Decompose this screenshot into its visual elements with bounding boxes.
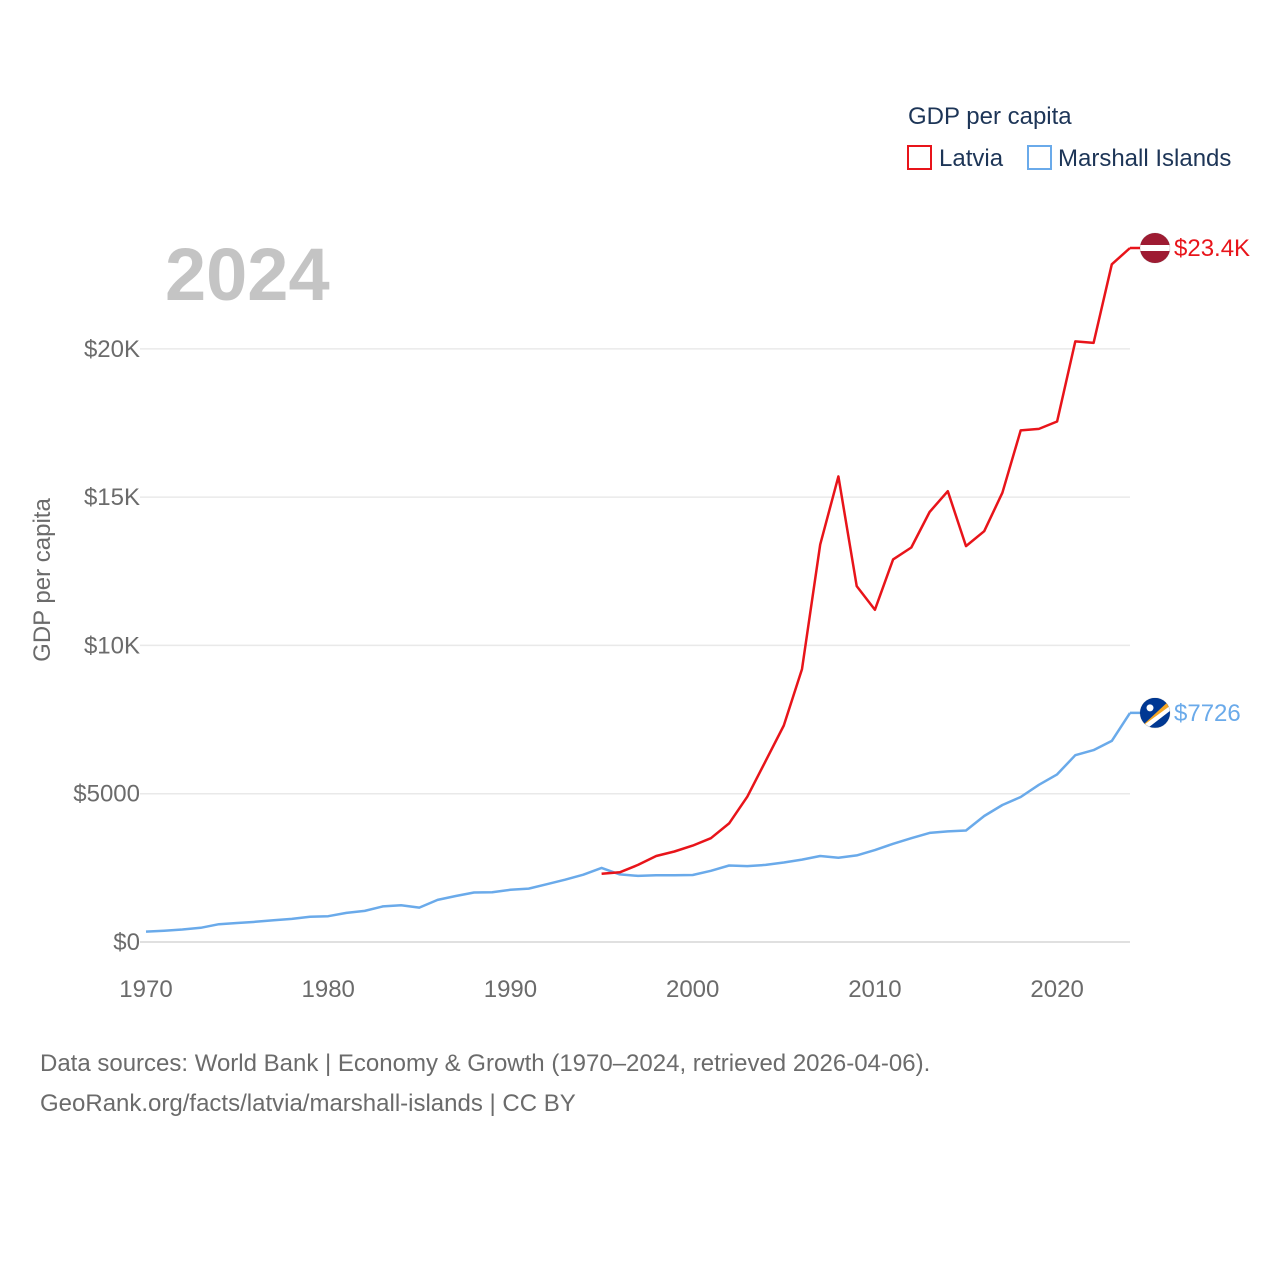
footer: Data sources: World Bank | Economy & Gro… xyxy=(40,1044,930,1124)
legend-item-latvia[interactable]: Latvia xyxy=(907,145,1004,172)
series-line-latvia xyxy=(601,247,1131,876)
y-tick-label: $15K xyxy=(84,484,140,511)
x-tick-label: 1980 xyxy=(302,976,355,1003)
x-tick-label: 2020 xyxy=(1030,976,1083,1003)
data-sources-text: Data sources: World Bank | Economy & Gro… xyxy=(40,1050,931,1077)
legend: GDP per capita Latvia Marshall Islands xyxy=(907,103,1231,172)
legend-item-marshall-islands[interactable]: Marshall Islands xyxy=(1027,145,1231,172)
gdp-line-chart: GDP per capita Latvia Marshall Islands 2… xyxy=(29,103,1250,1003)
y-tick-label: $5000 xyxy=(73,781,140,808)
x-axis-ticks: 1970 1980 1990 2000 2010 2020 xyxy=(119,976,1084,1003)
y-axis-title: GDP per capita xyxy=(29,498,56,662)
y-tick-label: $10K xyxy=(84,632,140,659)
y-tick-label: $20K xyxy=(84,336,140,363)
year-label: 2024 xyxy=(165,233,330,316)
marshall-islands-flag-icon xyxy=(1139,697,1171,729)
x-tick-label: 1970 xyxy=(119,976,172,1003)
legend-label-marshall-islands: Marshall Islands xyxy=(1058,145,1231,172)
legend-swatch-latvia xyxy=(907,145,932,170)
series-end-markers: $7726 $23.4K xyxy=(1130,232,1250,729)
legend-swatch-marshall-islands xyxy=(1027,145,1052,170)
legend-label-latvia: Latvia xyxy=(939,145,1004,172)
x-tick-label: 2010 xyxy=(848,976,901,1003)
series-lines xyxy=(145,247,1132,933)
end-value-label-marshall-islands: $7726 xyxy=(1174,700,1241,727)
y-tick-label: $0 xyxy=(113,929,140,956)
source-link[interactable]: GeoRank.org/facts/latvia/marshall-island… xyxy=(40,1090,576,1117)
gridlines xyxy=(140,348,1130,943)
latvia-flag-icon xyxy=(1139,232,1171,264)
legend-title: GDP per capita xyxy=(908,103,1072,130)
x-tick-label: 2000 xyxy=(666,976,719,1003)
x-tick-label: 1990 xyxy=(484,976,537,1003)
end-value-label-latvia: $23.4K xyxy=(1174,235,1250,262)
series-line-marshall-islands xyxy=(145,712,1132,933)
y-axis-ticks: $0 $5000 $10K $15K $20K xyxy=(73,336,140,956)
